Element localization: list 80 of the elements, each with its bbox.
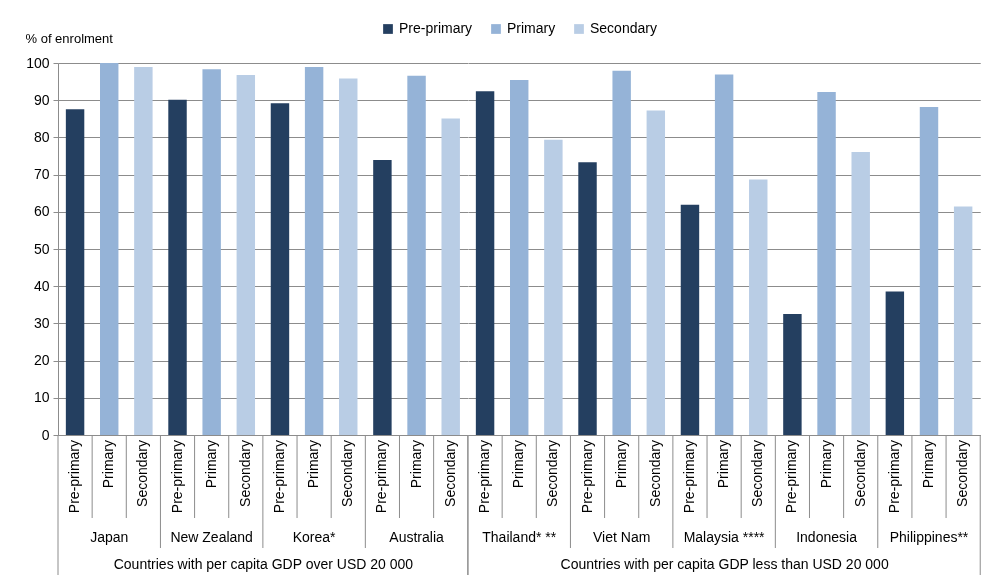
bar [851, 151, 870, 435]
bar [578, 162, 597, 435]
bar [407, 75, 426, 435]
text: Primary [305, 440, 322, 489]
y-tick-label: 100 [26, 54, 50, 71]
text: Primary [407, 440, 424, 489]
bar [373, 160, 392, 435]
y-tick-label: 40 [33, 277, 50, 294]
x-tick-label: Malaysia **** [683, 529, 766, 545]
text: Pre-primary [885, 440, 902, 514]
bar [168, 99, 187, 435]
bar [236, 74, 256, 435]
y-tick-label: 10 [33, 389, 50, 406]
text: Secondary [339, 440, 356, 507]
x-tick-label: Thailand* ** [482, 529, 557, 545]
x-tick-label: Japan [90, 529, 129, 545]
y-axis-title: % of enrolment [25, 30, 114, 46]
x-axis-title: Countries with per capita GDP less than USD 20 000 [560, 555, 889, 572]
x-tick-label: Australia [389, 529, 444, 545]
text: Secondary [441, 440, 458, 507]
bar [100, 63, 119, 435]
y-tick-label: 90 [33, 91, 50, 108]
x-tick-label: Viet Nam [593, 529, 651, 545]
bar [304, 67, 324, 435]
bar [270, 103, 290, 435]
y-tick-label: 70 [33, 166, 50, 183]
text: Pre-primary [373, 440, 390, 514]
x-tick-label: New Zealand [170, 529, 253, 545]
text: Secondary [646, 440, 663, 507]
text: Secondary [236, 440, 253, 507]
text: Primary [817, 440, 834, 489]
bar [953, 206, 973, 435]
bar [817, 92, 836, 435]
bar [783, 314, 802, 435]
text: Primary [715, 440, 732, 489]
text: Pre-primary [783, 440, 800, 514]
bar [65, 109, 85, 435]
y-tick-label: 0 [41, 426, 50, 443]
legend-label: Pre-primary [399, 20, 473, 36]
text: Secondary [544, 440, 561, 507]
bar [885, 291, 905, 435]
text: Pre-primary [680, 440, 697, 514]
text: Secondary [954, 440, 971, 507]
text: Primary [510, 440, 527, 489]
bar [475, 91, 495, 435]
bar [714, 74, 734, 435]
x-tick-label: Indonesia [796, 529, 858, 545]
text: Pre-primary [476, 440, 493, 514]
x-tick-label: Philippines** [889, 529, 969, 545]
bar [919, 106, 939, 435]
legend-label: Secondary [590, 20, 657, 36]
text: Primary [100, 440, 117, 489]
text: Secondary [134, 440, 151, 507]
bar [202, 69, 221, 435]
text: Primary [920, 440, 936, 489]
bar [510, 80, 529, 435]
bar [544, 139, 563, 435]
y-tick-label: 60 [33, 203, 50, 220]
text: Primary [612, 440, 629, 489]
x-axis-title: Countries with per capita GDP over USD 20 000 [113, 555, 414, 572]
text: Pre-primary [168, 440, 185, 514]
y-tick-label: 30 [33, 314, 50, 331]
text: Pre-primary [270, 440, 287, 514]
bar [612, 70, 631, 435]
legend-label: Primary [507, 20, 556, 36]
bar [680, 204, 700, 435]
text: Primary [202, 440, 219, 489]
bar [134, 67, 153, 435]
text: Secondary [749, 440, 766, 507]
text: Pre-primary [66, 440, 83, 514]
bar [646, 110, 666, 435]
text: Secondary [851, 440, 868, 507]
bar [441, 118, 460, 435]
bar [339, 78, 358, 435]
x-tick-label: Korea* [292, 529, 337, 545]
text: Pre-primary [578, 440, 595, 514]
y-tick-label: 50 [33, 240, 50, 257]
y-tick-label: 20 [33, 352, 50, 369]
bar [749, 179, 768, 435]
y-tick-label: 80 [33, 128, 50, 145]
